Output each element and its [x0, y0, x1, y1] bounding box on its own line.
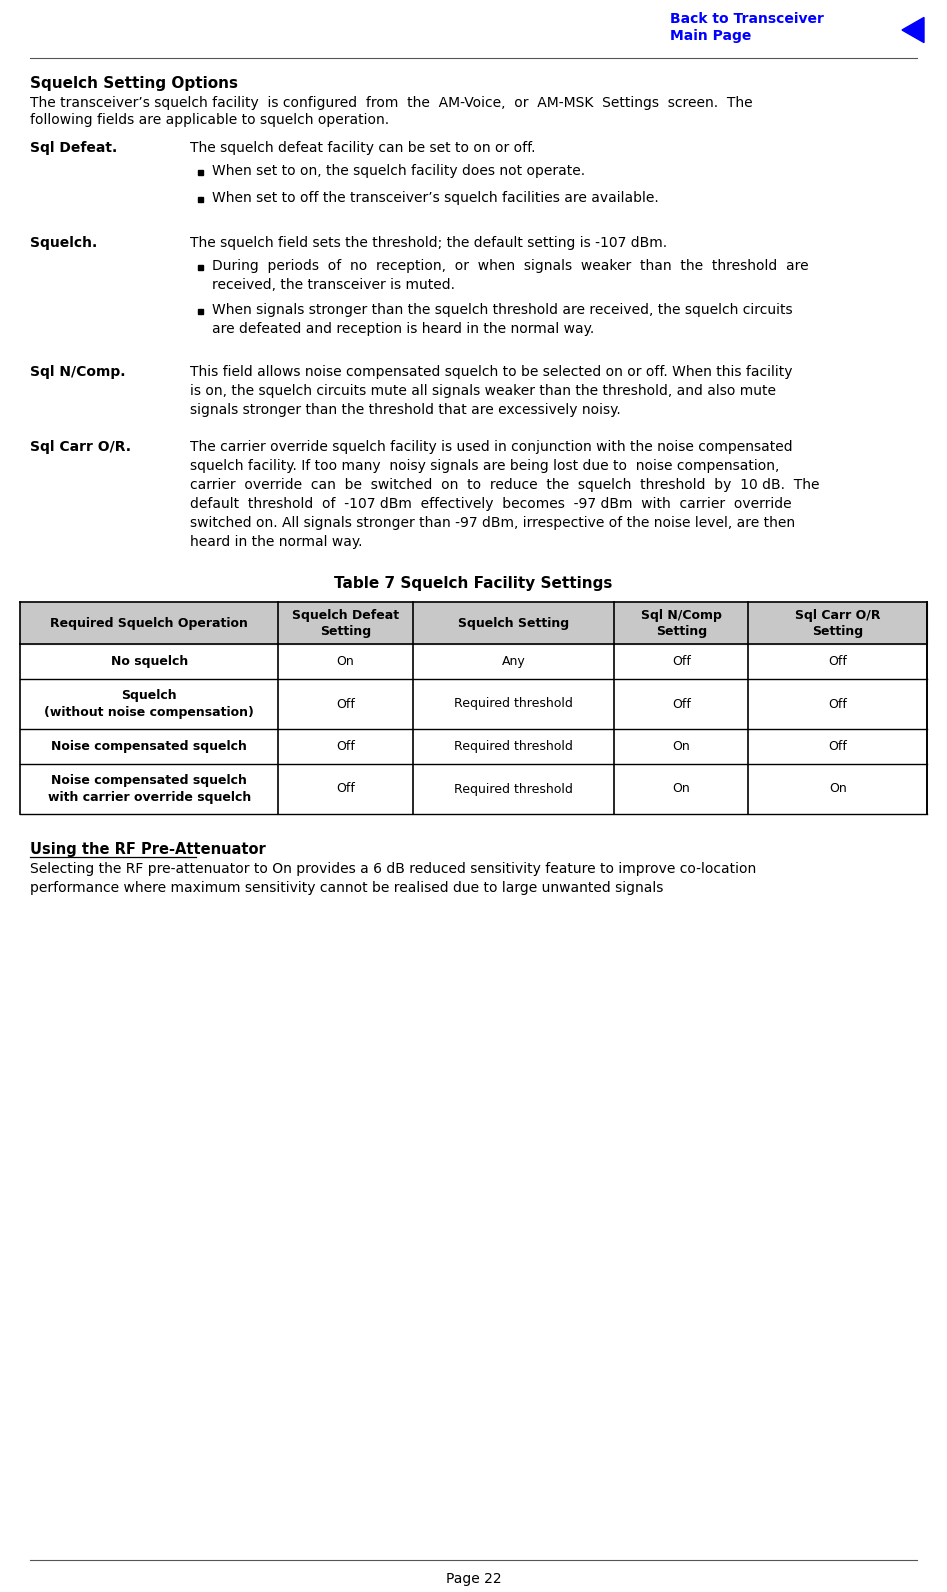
Text: Required Squelch Operation: Required Squelch Operation — [50, 616, 248, 629]
Text: Required threshold: Required threshold — [454, 740, 573, 753]
Text: Any: Any — [502, 654, 526, 669]
Text: The carrier override squelch facility is used in conjunction with the noise comp: The carrier override squelch facility is… — [190, 439, 819, 549]
Text: When set to on, the squelch facility does not operate.: When set to on, the squelch facility doe… — [212, 164, 585, 178]
Text: Sql Carr O/R.: Sql Carr O/R. — [30, 439, 131, 454]
Text: Required threshold: Required threshold — [454, 783, 573, 796]
Text: On: On — [829, 783, 847, 796]
Text: Squelch
(without noise compensation): Squelch (without noise compensation) — [45, 689, 254, 718]
Text: On: On — [672, 783, 690, 796]
Text: Table 7 Squelch Facility Settings: Table 7 Squelch Facility Settings — [334, 576, 613, 591]
Bar — [198, 264, 203, 269]
Text: Off: Off — [336, 740, 355, 753]
Text: Sql Carr O/R
Setting: Sql Carr O/R Setting — [795, 608, 881, 637]
Text: The transceiver’s squelch facility  is configured  from  the  AM-Voice,  or  AM-: The transceiver’s squelch facility is co… — [30, 96, 753, 110]
Text: Off: Off — [671, 697, 690, 710]
Bar — [20, 602, 927, 645]
Text: Squelch Setting Options: Squelch Setting Options — [30, 76, 238, 91]
Polygon shape — [902, 18, 924, 43]
Text: This field allows noise compensated squelch to be selected on or off. When this : This field allows noise compensated sque… — [190, 365, 793, 417]
Text: No squelch: No squelch — [111, 654, 188, 669]
Text: On: On — [672, 740, 690, 753]
Text: Off: Off — [829, 654, 848, 669]
Text: Off: Off — [336, 697, 355, 710]
Text: Off: Off — [671, 654, 690, 669]
Text: Sql Defeat.: Sql Defeat. — [30, 142, 117, 154]
Text: When set to off the transceiver’s squelch facilities are available.: When set to off the transceiver’s squelc… — [212, 191, 659, 205]
Text: Off: Off — [829, 697, 848, 710]
Text: Sql N/Comp
Setting: Sql N/Comp Setting — [641, 608, 722, 637]
Text: following fields are applicable to squelch operation.: following fields are applicable to squel… — [30, 113, 389, 127]
Text: On: On — [337, 654, 354, 669]
Text: Noise compensated squelch
with carrier override squelch: Noise compensated squelch with carrier o… — [47, 774, 251, 804]
Text: Squelch Defeat
Setting: Squelch Defeat Setting — [292, 608, 400, 637]
Text: When signals stronger than the squelch threshold are received, the squelch circu: When signals stronger than the squelch t… — [212, 302, 793, 336]
Text: Selecting the RF pre-attenuator to On provides a 6 dB reduced sensitivity featur: Selecting the RF pre-attenuator to On pr… — [30, 861, 757, 895]
Text: Required threshold: Required threshold — [454, 697, 573, 710]
Bar — [198, 309, 203, 314]
Text: Off: Off — [829, 740, 848, 753]
Bar — [198, 196, 203, 202]
Text: Squelch.: Squelch. — [30, 236, 98, 250]
Text: The squelch field sets the threshold; the default setting is -107 dBm.: The squelch field sets the threshold; th… — [190, 236, 667, 250]
Text: Using the RF Pre-Attenuator: Using the RF Pre-Attenuator — [30, 842, 266, 856]
Text: Squelch Setting: Squelch Setting — [457, 616, 569, 629]
Text: Back to Transceiver
Main Page: Back to Transceiver Main Page — [670, 13, 824, 43]
Bar — [198, 169, 203, 175]
Text: Sql N/Comp.: Sql N/Comp. — [30, 365, 126, 379]
Text: Noise compensated squelch: Noise compensated squelch — [51, 740, 247, 753]
Text: During  periods  of  no  reception,  or  when  signals  weaker  than  the  thres: During periods of no reception, or when … — [212, 259, 809, 291]
Text: The squelch defeat facility can be set to on or off.: The squelch defeat facility can be set t… — [190, 142, 535, 154]
Text: Off: Off — [336, 783, 355, 796]
Text: Page 22: Page 22 — [446, 1571, 501, 1586]
